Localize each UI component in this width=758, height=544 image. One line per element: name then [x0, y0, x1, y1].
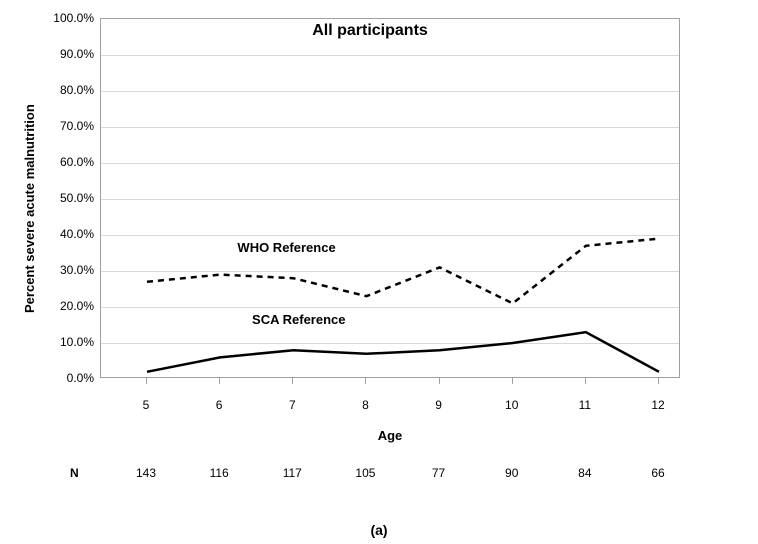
x-tick — [292, 378, 293, 384]
x-tick — [439, 378, 440, 384]
x-tick-label: 11 — [579, 398, 591, 412]
y-tick-label: 50.0% — [48, 191, 94, 205]
x-tick — [219, 378, 220, 384]
x-tick-label: 7 — [289, 398, 296, 412]
n-value: 105 — [355, 466, 375, 480]
y-tick-label: 10.0% — [48, 335, 94, 349]
x-axis-label: Age — [378, 428, 403, 443]
series-line-sca — [147, 332, 659, 372]
n-value: 117 — [283, 466, 302, 480]
n-value: 66 — [651, 466, 664, 480]
y-tick-label: 70.0% — [48, 119, 94, 133]
x-tick-label: 8 — [362, 398, 369, 412]
y-tick-label: 40.0% — [48, 227, 94, 241]
x-tick-label: 6 — [216, 398, 223, 412]
y-tick-label: 20.0% — [48, 299, 94, 313]
n-value: 116 — [210, 466, 229, 480]
chart-title: All participants — [312, 22, 428, 40]
series-label-sca: SCA Reference — [252, 312, 345, 327]
x-tick — [585, 378, 586, 384]
y-tick-label: 30.0% — [48, 263, 94, 277]
n-row-label: N — [70, 466, 79, 480]
n-value: 77 — [432, 466, 445, 480]
n-value: 84 — [578, 466, 591, 480]
x-tick-label: 5 — [143, 398, 150, 412]
x-tick — [146, 378, 147, 384]
x-tick — [658, 378, 659, 384]
y-axis-label: Percent severe acute malnutrition — [22, 104, 37, 313]
n-value: 90 — [505, 466, 518, 480]
series-layer — [101, 19, 681, 379]
y-tick-label: 80.0% — [48, 83, 94, 97]
x-tick-label: 12 — [651, 398, 664, 412]
y-tick-label: 100.0% — [48, 11, 94, 25]
panel-label: (a) — [370, 522, 387, 538]
n-value: 143 — [136, 466, 156, 480]
plot-area — [100, 18, 680, 378]
y-tick-label: 60.0% — [48, 155, 94, 169]
x-tick-label: 10 — [505, 398, 518, 412]
x-tick — [512, 378, 513, 384]
figure: 0.0% 10.0% 20.0% 30.0% 40.0% 50.0% 60.0% 70.0% 8… — [0, 0, 758, 544]
y-tick-label: 0.0% — [48, 371, 94, 385]
series-label-who: WHO Reference — [237, 240, 335, 255]
x-tick-label: 9 — [435, 398, 442, 412]
x-tick — [365, 378, 366, 384]
series-line-who — [147, 239, 659, 304]
y-tick-label: 90.0% — [48, 47, 94, 61]
